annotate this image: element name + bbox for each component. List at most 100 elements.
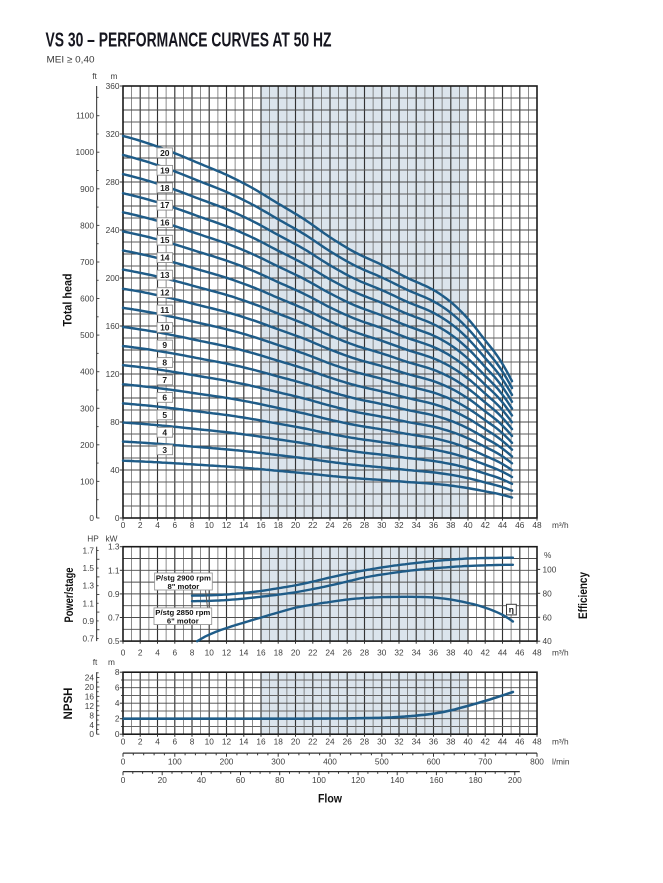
svg-text:20: 20 [291,520,301,530]
svg-text:1.5: 1.5 [82,563,94,573]
svg-text:14: 14 [239,737,249,747]
svg-text:8: 8 [190,737,195,747]
svg-text:30: 30 [377,648,387,658]
svg-text:8: 8 [115,667,120,677]
svg-text:22: 22 [308,737,318,747]
svg-text:η: η [509,605,514,615]
svg-text:34: 34 [412,648,422,658]
svg-text:120: 120 [106,369,120,379]
svg-text:0: 0 [115,513,120,523]
svg-text:MEI ≥ 0,40: MEI ≥ 0,40 [47,55,95,66]
svg-text:200: 200 [106,273,120,283]
svg-text:36: 36 [429,520,439,530]
svg-text:8" motor: 8" motor [167,582,199,591]
svg-text:22: 22 [308,648,318,658]
svg-text:Efficiency: Efficiency [578,571,590,619]
svg-text:m³/h: m³/h [552,737,569,747]
svg-text:20: 20 [160,148,170,158]
svg-text:200: 200 [220,756,234,766]
svg-text:10: 10 [160,323,170,333]
svg-text:320: 320 [106,129,120,139]
svg-text:Power/stage: Power/stage [64,568,76,623]
svg-text:80: 80 [275,775,285,785]
svg-text:0: 0 [89,729,94,739]
svg-text:20: 20 [291,648,301,658]
svg-text:26: 26 [343,737,353,747]
svg-text:700: 700 [478,756,492,766]
svg-text:12: 12 [85,701,95,711]
svg-text:100: 100 [80,476,94,486]
svg-text:28: 28 [360,648,370,658]
svg-text:P/stg 2900 rpm: P/stg 2900 rpm [156,573,211,582]
svg-text:180: 180 [469,775,483,785]
svg-text:kW: kW [106,534,118,544]
svg-text:48: 48 [532,648,542,658]
svg-text:1.3: 1.3 [82,581,94,591]
svg-text:4: 4 [89,720,94,730]
svg-text:4: 4 [155,648,160,658]
svg-text:10: 10 [205,737,215,747]
svg-text:22: 22 [308,520,318,530]
svg-text:20: 20 [85,682,95,692]
svg-text:3: 3 [162,445,167,455]
svg-text:28: 28 [360,737,370,747]
svg-text:44: 44 [498,737,508,747]
svg-text:%: % [544,550,552,560]
svg-text:2: 2 [138,648,143,658]
svg-text:32: 32 [394,648,404,658]
svg-text:15: 15 [160,235,170,245]
svg-text:10: 10 [205,648,215,658]
svg-text:38: 38 [446,520,456,530]
svg-text:14: 14 [239,648,249,658]
svg-text:30: 30 [377,737,387,747]
svg-text:8: 8 [190,520,195,530]
svg-text:40: 40 [543,636,553,646]
svg-text:0: 0 [121,648,126,658]
svg-text:800: 800 [80,220,94,230]
svg-text:l/min: l/min [552,756,570,766]
svg-text:2: 2 [138,520,143,530]
svg-text:Total head: Total head [63,274,75,327]
svg-text:160: 160 [106,321,120,331]
svg-text:ft: ft [93,657,98,667]
svg-text:0.5: 0.5 [108,636,120,646]
svg-text:NPSH: NPSH [63,688,75,720]
svg-text:280: 280 [106,177,120,187]
svg-text:500: 500 [375,756,389,766]
svg-text:ft: ft [92,71,97,81]
svg-text:40: 40 [463,648,473,658]
svg-text:24: 24 [325,648,335,658]
svg-text:800: 800 [530,756,544,766]
svg-text:38: 38 [446,648,456,658]
svg-text:60: 60 [236,775,246,785]
svg-text:18: 18 [274,737,284,747]
svg-text:18: 18 [274,648,284,658]
svg-text:VS 30 – PERFORMANCE CURVES AT: VS 30 – PERFORMANCE CURVES AT 50 HZ [46,30,332,52]
svg-text:32: 32 [394,520,404,530]
svg-text:17: 17 [160,200,170,210]
svg-text:46: 46 [515,520,525,530]
svg-text:m: m [108,657,115,667]
svg-text:44: 44 [498,520,508,530]
svg-text:19: 19 [160,165,170,175]
svg-text:80: 80 [543,588,553,598]
svg-text:Flow: Flow [318,794,342,806]
svg-text:m: m [111,71,118,81]
svg-text:1.7: 1.7 [82,546,94,556]
svg-text:240: 240 [106,225,120,235]
svg-text:HP: HP [87,534,99,544]
svg-text:14: 14 [239,520,249,530]
svg-text:6: 6 [162,392,167,402]
svg-text:1.1: 1.1 [82,598,94,608]
svg-text:34: 34 [412,737,422,747]
svg-text:36: 36 [429,737,439,747]
svg-text:9: 9 [162,340,167,350]
svg-text:10: 10 [205,520,215,530]
svg-text:0.7: 0.7 [82,634,94,644]
svg-text:48: 48 [532,520,542,530]
svg-text:140: 140 [390,775,404,785]
svg-text:4: 4 [155,520,160,530]
svg-text:6: 6 [172,648,177,658]
svg-text:0.7: 0.7 [108,613,120,623]
svg-text:36: 36 [429,648,439,658]
